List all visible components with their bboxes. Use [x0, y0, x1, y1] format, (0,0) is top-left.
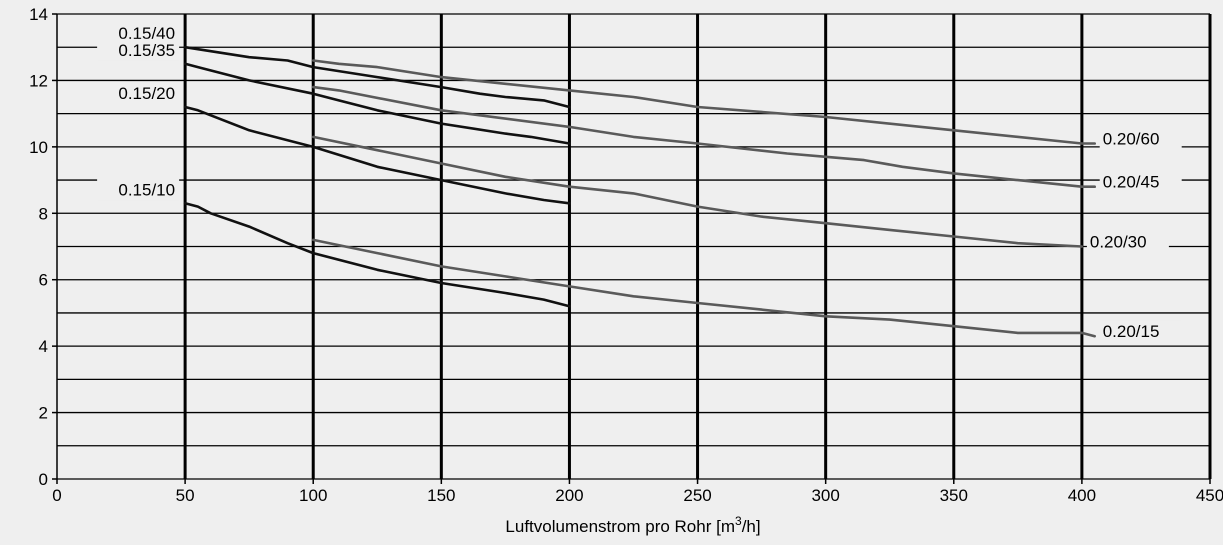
- y-tick-label: 2: [39, 404, 48, 423]
- x-tick-label: 100: [299, 486, 327, 505]
- series-label-bg: [97, 178, 180, 201]
- series-label-bg: [1099, 320, 1182, 343]
- series-label-bg: [97, 38, 180, 61]
- series-line-0-20-30: [311, 135, 1084, 248]
- x-axis-title-suffix: /h]: [742, 517, 761, 536]
- x-tick-label: 50: [176, 486, 195, 505]
- y-tick-label: 14: [29, 5, 48, 24]
- series-label: 0.20/60: [1103, 130, 1160, 149]
- y-tick-label: 8: [39, 204, 48, 223]
- x-tick-label: 350: [940, 486, 968, 505]
- tick-layer: 0 50 100 150 200 250 300 350 400 450 0 2 4 6 8 10 12 14: [29, 5, 1223, 505]
- x-axis-title-superscript: 3: [735, 514, 742, 528]
- series-line-0-20-15: [311, 238, 1096, 338]
- series-label: 0.20/45: [1103, 173, 1160, 192]
- series-label: 0.15/10: [118, 180, 175, 199]
- series-line-0-20-45: [311, 85, 1096, 188]
- x-tick-label: 450: [1196, 486, 1223, 505]
- y-tick-label: 6: [39, 271, 48, 290]
- series-label-bg: [1086, 230, 1169, 253]
- series-line-0-15-40: [183, 45, 571, 109]
- series-label-bg: [97, 82, 180, 104]
- series-line-0-15-35: [183, 62, 571, 145]
- series-layer: [183, 45, 1096, 338]
- x-axis-title: Luftvolumenstrom pro Rohr [m3/h]: [505, 514, 760, 536]
- x-tick-label: 200: [555, 486, 583, 505]
- y-tick-label: 4: [39, 337, 48, 356]
- series-line-0-20-60: [311, 59, 1096, 145]
- series-label-bg: [1099, 127, 1182, 150]
- series-label: 0.15/35: [118, 41, 175, 60]
- series-label: 0.20/15: [1103, 322, 1160, 341]
- series-label: 0.20/30: [1090, 233, 1147, 252]
- series-label-bg: [1099, 170, 1182, 193]
- series-line-0-15-10: [183, 202, 571, 308]
- x-tick-label: 400: [1068, 486, 1096, 505]
- x-tick-label: 300: [811, 486, 839, 505]
- series-label: 0.15/40: [118, 24, 175, 43]
- series-label-bg: [97, 22, 180, 45]
- grid-layer: [56, 13, 1212, 480]
- x-tick-label: 0: [52, 486, 61, 505]
- y-tick-label: 0: [39, 470, 48, 489]
- y-tick-label: 10: [29, 138, 48, 157]
- series-label: 0.15/20: [118, 84, 175, 103]
- series-line-0-15-20: [183, 105, 571, 205]
- x-tick-label: 250: [683, 486, 711, 505]
- y-tick-label: 12: [29, 71, 48, 90]
- label-layer: 0.15/400.15/35 0.15/20 0.15/10 0.20/60 0.20/…: [97, 22, 1182, 343]
- x-tick-label: 150: [427, 486, 455, 505]
